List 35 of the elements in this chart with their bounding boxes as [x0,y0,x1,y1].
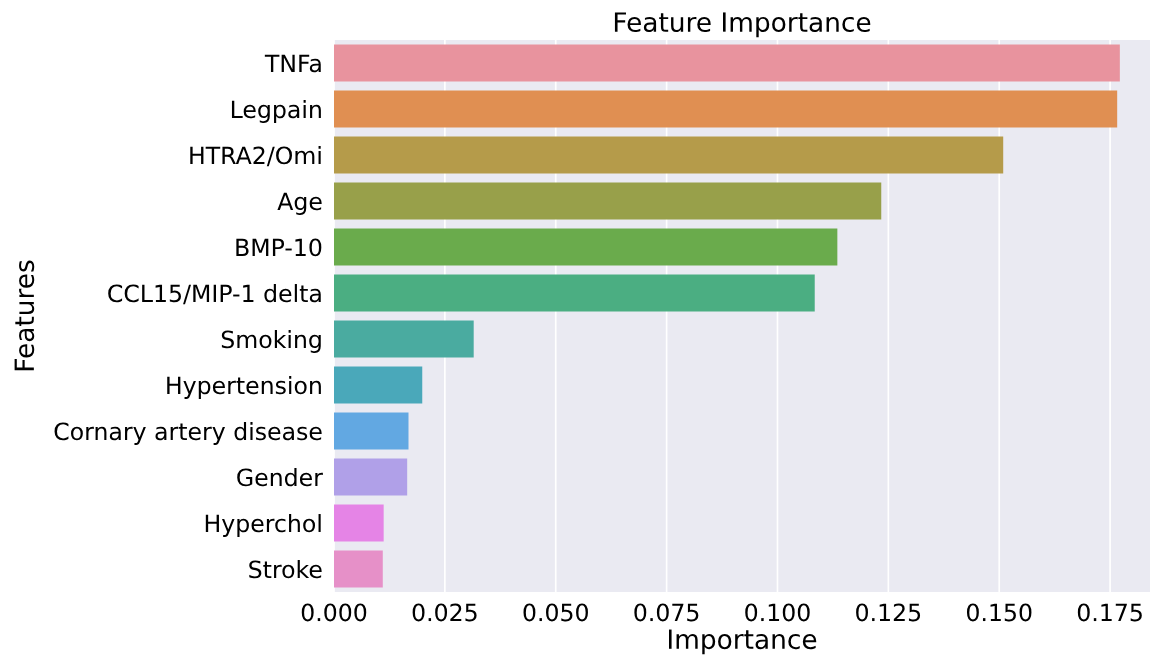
y-tick-label: Age [277,192,322,215]
bar [334,320,474,358]
y-axis-title: Features [14,260,35,371]
bar [334,90,1118,128]
x-tick-label: 0.025 [412,603,477,622]
y-tick-label: Smoking [221,330,321,353]
bar [334,550,383,588]
x-tick-label: 0.125 [856,603,921,622]
bar [334,44,1120,82]
bar [334,136,1004,174]
y-tick-label: BMP-10 [236,238,322,257]
bar [334,366,423,404]
bar [334,274,815,312]
x-tick-label: 0.100 [745,603,810,622]
bar [334,412,409,450]
bar [334,504,384,542]
x-tick-label: 0.000 [301,603,367,622]
chart-title: Feature Importance [614,12,871,38]
y-tick-label: Hypertension [167,376,321,399]
y-tick-label: CCL15/MIP-1 delta [108,284,321,305]
y-tick-label: Hyperchol [205,514,321,537]
x-axis-title: Importance [668,629,817,655]
x-tick-label: 0.150 [966,603,1032,622]
x-tick-label: 0.050 [523,603,588,622]
bar [334,458,408,496]
x-tick-label: 0.175 [1077,603,1142,622]
bar [334,182,882,220]
y-tick-label: Legpain [231,100,321,123]
y-tick-label: HTRA2/Omi [190,146,321,167]
y-tick-label: Cornary artery disease [54,422,322,445]
y-tick-label: Gender [237,468,323,487]
y-tick-label: Stroke [249,560,322,579]
bar [334,228,838,266]
y-tick-label: TNFa [264,54,321,73]
x-tick-label: 0.075 [634,603,699,622]
